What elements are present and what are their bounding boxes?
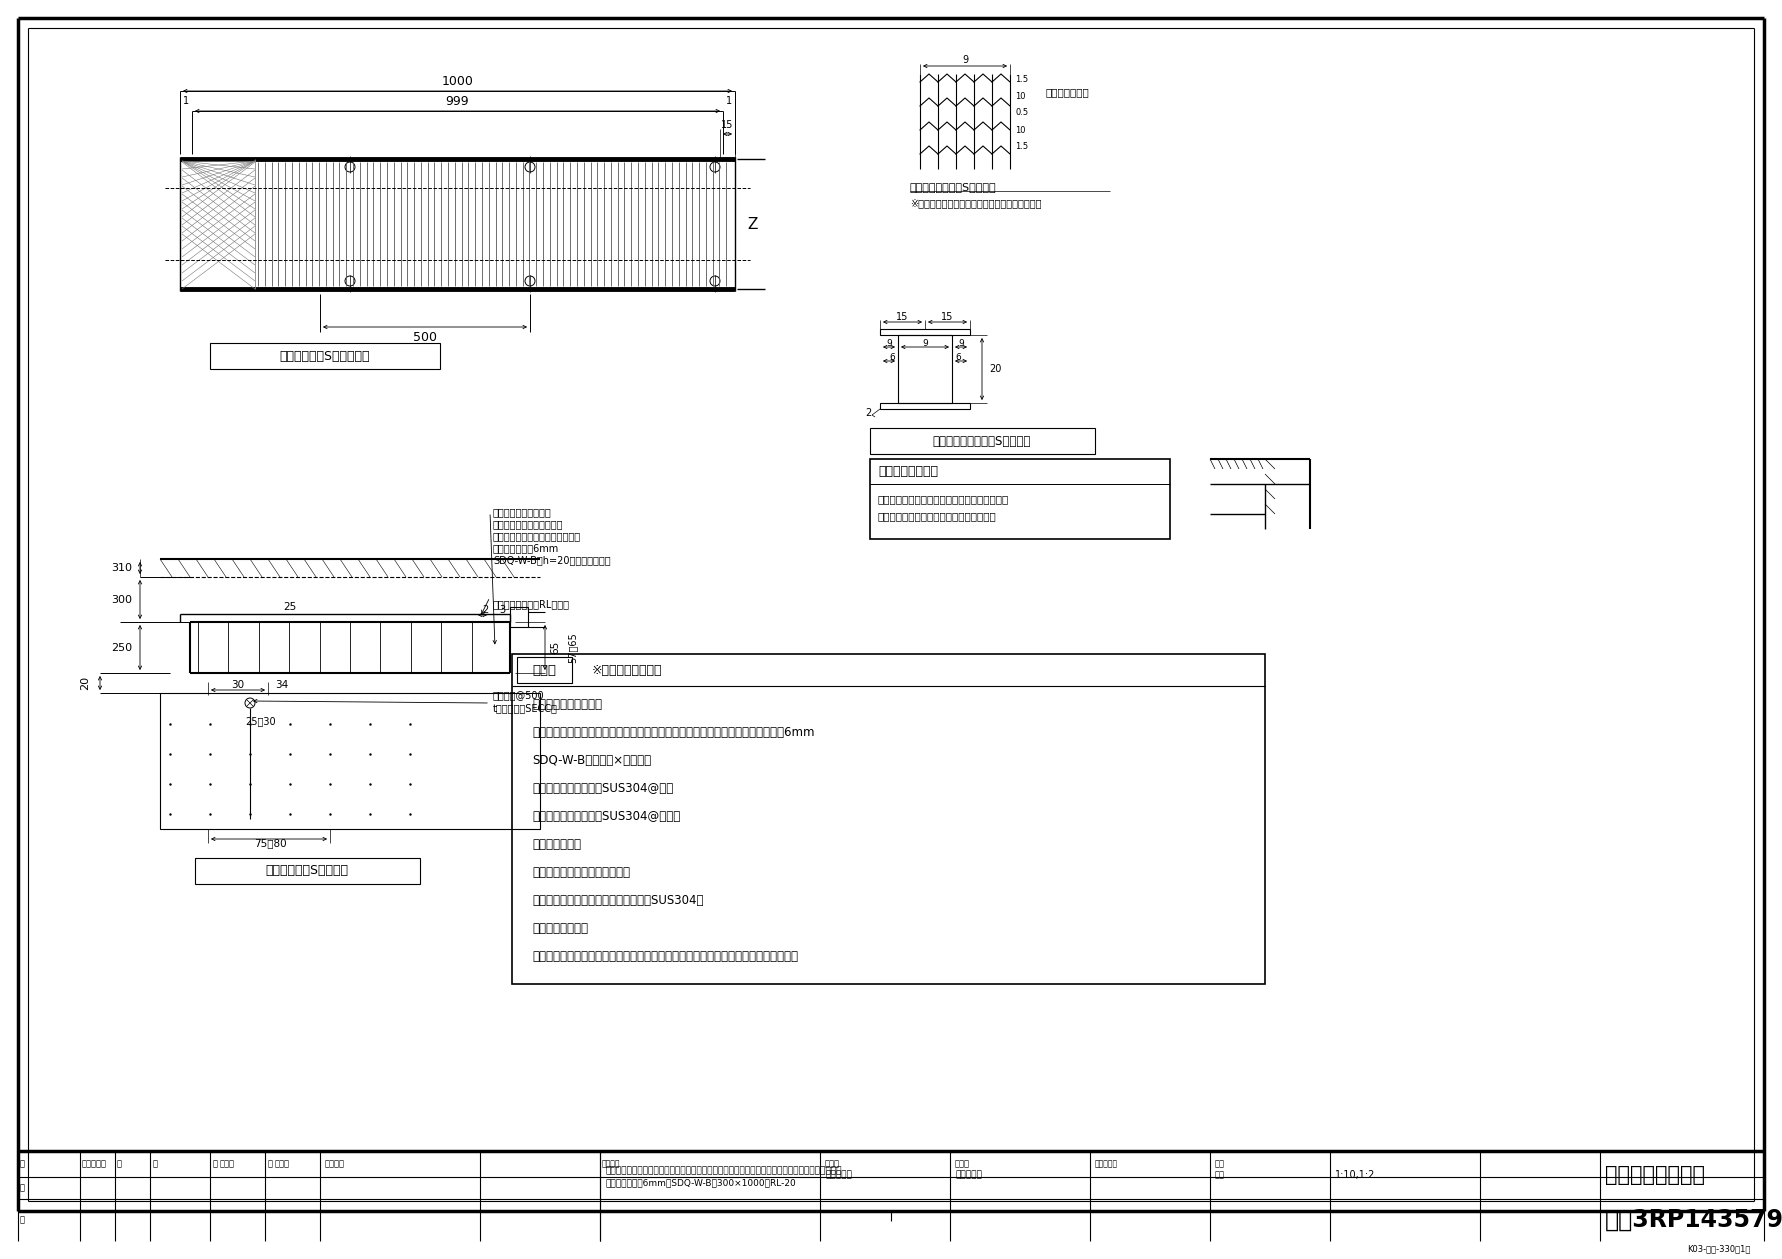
Text: 2: 2 [481, 606, 488, 614]
Text: 34: 34 [276, 680, 289, 690]
Text: デルタパターン: デルタパターン [1044, 87, 1089, 97]
Bar [510, 607, 527, 627]
Bar [194, 857, 421, 884]
Text: 突き当てにするなどして施工してください: 突き当てにするなどして施工してください [879, 511, 996, 521]
Text: SDQ-W-B（h=20）ピッチ＝１５: SDQ-W-B（h=20）ピッチ＝１５ [494, 555, 611, 565]
Text: 歩道用　すきま6mm　SDQ-W-B　300×1000＋RL-20: 歩道用 すきま6mm SDQ-W-B 300×1000＋RL-20 [606, 1178, 797, 1187]
Text: 3: 3 [499, 606, 504, 614]
Text: 0.5: 0.5 [1016, 107, 1028, 117]
Text: 断面詳細図　S＝１：２: 断面詳細図 S＝１：２ [266, 865, 349, 878]
Bar [870, 428, 1094, 454]
Text: 施工場所の状況に合わせて、アンカーをプライヤー等で折り曲げてご使用ください。: 施工場所の状況に合わせて、アンカーをプライヤー等で折り曲げてご使用ください。 [533, 949, 798, 962]
Bar [210, 342, 440, 369]
Text: アンカー@500: アンカー@500 [494, 690, 545, 700]
Text: 製: 製 [214, 1160, 217, 1168]
Text: メインバー断面図　S＝１：２: メインバー断面図 S＝１：２ [932, 434, 1032, 447]
Text: ※適用荷重：歩行用: ※適用荷重：歩行用 [592, 663, 663, 676]
Text: 15: 15 [896, 312, 909, 322]
Text: 3RP143579: 3RP143579 [1606, 1207, 1782, 1233]
Text: 設　計: 設 計 [825, 1160, 839, 1168]
Text: 25: 25 [283, 602, 296, 612]
Text: ステンレス製グレーチング: ステンレス製グレーチング [494, 519, 563, 529]
Text: 250: 250 [110, 642, 132, 652]
Text: ステンレス製受枠　ＲＬ－２０: ステンレス製受枠 ＲＬ－２０ [533, 865, 631, 879]
Text: 材質：ステンレス鋼板ｔ＝３．０（SUS304）: 材質：ステンレス鋼板ｔ＝３．０（SUS304） [533, 894, 704, 906]
Text: カネソウ株式会社: カネソウ株式会社 [1606, 1165, 1705, 1185]
Text: 6: 6 [955, 353, 960, 361]
Text: ステンレス製受枠RL－２０: ステンレス製受枠RL－２０ [494, 599, 570, 609]
Text: 57～65: 57～65 [567, 632, 577, 663]
Text: 1:10,1:2: 1:10,1:2 [1335, 1170, 1376, 1180]
Text: 9: 9 [921, 339, 928, 347]
Text: 図面名称　オープンエンドタイプ　ステンレス製グレーチング　細目滑り止め模様付　デルタ模様: 図面名称 オープンエンドタイプ ステンレス製グレーチング 細目滑り止め模様付 デ… [606, 1167, 841, 1176]
Bar [880, 403, 969, 409]
Text: 1.5: 1.5 [1016, 74, 1028, 83]
Text: Z: Z [748, 217, 757, 232]
Text: オープンエンドタイプ: オープンエンドタイプ [533, 697, 602, 710]
Text: ※デルタパターンの配列は一定ではありません。: ※デルタパターンの配列は一定ではありません。 [911, 198, 1041, 208]
Text: 図: 図 [219, 1160, 235, 1168]
Text: 65: 65 [551, 641, 560, 655]
Bar [880, 329, 969, 335]
Text: 受枠施工上の注意: 受枠施工上の注意 [879, 465, 937, 477]
Text: K03-専用-330（1）: K03-専用-330（1） [1686, 1244, 1750, 1254]
Text: 1: 1 [725, 96, 732, 106]
Text: 9: 9 [962, 55, 968, 65]
Text: 図番: 図番 [1215, 1160, 1224, 1168]
Text: 平面詳細図　S＝１：１０: 平面詳細図 S＝１：１０ [280, 350, 371, 363]
Text: 9: 9 [959, 339, 964, 347]
Text: 定尺：９９９: 定尺：９９９ [533, 837, 581, 851]
Bar [870, 460, 1171, 539]
Text: 図: 図 [274, 1160, 290, 1168]
Text: 6: 6 [889, 353, 895, 361]
Text: 20: 20 [989, 364, 1001, 374]
Text: 内: 内 [118, 1160, 121, 1168]
Text: 工事名称: 工事名称 [324, 1160, 346, 1168]
Text: 歩道用　すきま6mm: 歩道用 すきま6mm [494, 543, 560, 553]
Text: Ｔ字コーナー部やＬ字コーナー部では、受枠を: Ｔ字コーナー部やＬ字コーナー部では、受枠を [879, 494, 1009, 504]
Text: メインバー表面　S＝１：１: メインバー表面 S＝１：１ [911, 183, 996, 193]
Bar [160, 692, 540, 828]
Text: 松崎裕一一: 松崎裕一一 [955, 1171, 982, 1180]
Text: 年・月・日: 年・月・日 [82, 1160, 107, 1168]
Text: 酒井ひと美: 酒井ひと美 [825, 1171, 852, 1180]
Text: 仕　様: 仕 様 [533, 663, 556, 676]
Text: 310: 310 [110, 563, 132, 573]
Text: 15: 15 [941, 312, 953, 322]
Text: 計: 計 [20, 1160, 25, 1168]
Text: 30: 30 [232, 680, 244, 690]
Text: 定尺：２０００: 定尺：２０００ [533, 922, 588, 934]
Text: 75～80: 75～80 [253, 838, 287, 849]
Text: 15: 15 [722, 120, 734, 130]
Text: 検: 検 [267, 1160, 273, 1168]
Text: 図面名称: 図面名称 [602, 1160, 620, 1168]
Text: 2: 2 [864, 408, 871, 418]
Text: 1000: 1000 [442, 74, 474, 87]
Text: 材質：メインバー　SUS304@１５: 材質：メインバー SUS304@１５ [533, 782, 674, 794]
Text: 9: 9 [886, 339, 891, 347]
Text: 10: 10 [1016, 126, 1025, 135]
Text: 製　図: 製 図 [955, 1160, 969, 1168]
Text: 25～30: 25～30 [244, 716, 276, 726]
Bar [511, 653, 1265, 985]
Text: 細目滑り止め模様付　デルタ模様: 細目滑り止め模様付 デルタ模様 [494, 531, 581, 541]
Text: 縮尺: 縮尺 [1215, 1171, 1224, 1180]
Text: 作成年月日: 作成年月日 [1094, 1160, 1117, 1168]
Text: １: １ [20, 1215, 25, 1225]
Text: 1: 1 [184, 96, 189, 106]
Text: t＝２．０（SECC）: t＝２．０（SECC） [494, 703, 558, 713]
Text: オープンエンドタイプ: オープンエンドタイプ [494, 507, 552, 517]
Text: クロスバー　SUS304@１２５: クロスバー SUS304@１２５ [533, 810, 681, 822]
Text: SDQ-W-B　３００×１０００: SDQ-W-B ３００×１０００ [533, 753, 650, 767]
Text: 500: 500 [413, 331, 437, 344]
Text: 容: 容 [153, 1160, 159, 1168]
Text: 20: 20 [80, 676, 91, 690]
Text: 300: 300 [110, 594, 132, 604]
Text: ステンレス製グレーチング　細目滑り止め模様付　デルタ模様　歩道用　すきま6mm: ステンレス製グレーチング 細目滑り止め模様付 デルタ模様 歩道用 すきま6mm [533, 725, 814, 739]
Text: 999: 999 [446, 94, 469, 107]
Bar [517, 657, 572, 682]
Text: 10: 10 [1016, 92, 1025, 101]
Text: 1.5: 1.5 [1016, 141, 1028, 151]
Bar [898, 335, 952, 403]
